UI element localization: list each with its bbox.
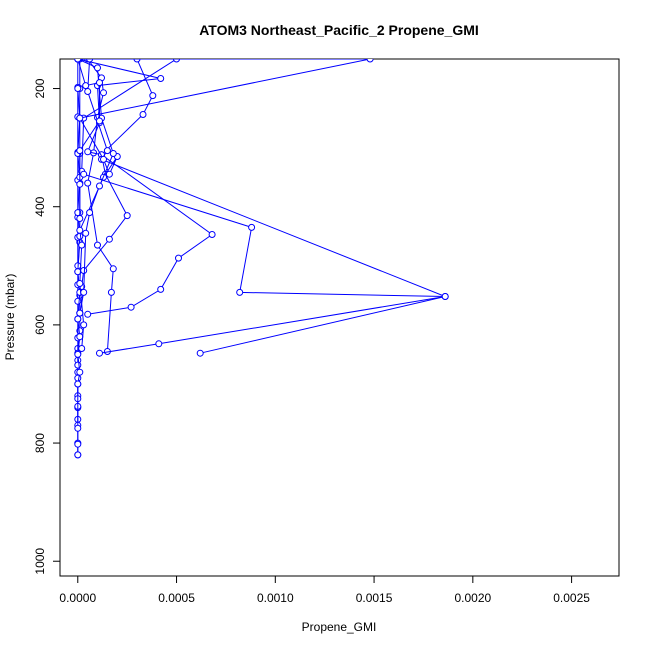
x-tick-label: 0.0020 (454, 591, 491, 605)
data-point (175, 254, 182, 262)
data-point (248, 223, 256, 231)
data-point (76, 368, 84, 376)
data-point (74, 297, 82, 305)
data-point (74, 451, 82, 459)
x-tick-label: 0.0010 (257, 591, 294, 605)
data-point (109, 150, 117, 157)
series-layer (74, 59, 449, 459)
data-point (173, 59, 180, 63)
data-point (123, 212, 131, 220)
data-point (96, 79, 103, 87)
data-point (86, 59, 94, 63)
profile-series (74, 59, 103, 222)
y-tick-label: 800 (33, 433, 47, 453)
data-point (236, 288, 244, 296)
profile-series (84, 59, 449, 357)
data-point (100, 89, 107, 97)
data-point (96, 117, 103, 125)
data-point (86, 209, 94, 217)
data-point (84, 148, 92, 156)
profile-line (81, 59, 154, 287)
data-point (107, 288, 115, 296)
data-point (76, 215, 84, 222)
x-tick-label: 0.0000 (59, 591, 96, 605)
y-tick-label: 600 (33, 315, 47, 335)
data-point (74, 440, 82, 448)
data-point (78, 241, 86, 249)
x-axis-label: Propene_GMI (302, 620, 377, 634)
data-point (84, 88, 92, 95)
data-point (149, 92, 157, 100)
data-point (105, 170, 113, 178)
profile-series (74, 59, 449, 357)
data-point (100, 155, 107, 163)
data-point (94, 64, 101, 72)
profile-line (77, 59, 446, 354)
data-point (84, 310, 92, 318)
data-point (76, 180, 84, 188)
y-tick-label: 1000 (33, 548, 47, 575)
data-point (366, 59, 374, 63)
data-point (76, 114, 84, 122)
data-point (82, 229, 90, 237)
x-tick-label: 0.0025 (553, 591, 590, 605)
data-point (74, 315, 82, 323)
data-point (74, 59, 82, 63)
y-axis: 200 400 600 800 1000 (33, 78, 60, 575)
data-point (76, 309, 84, 317)
x-axis: 0.0000 0.0005 0.0010 0.0015 0.0020 0.0025 (59, 576, 590, 605)
data-point (76, 333, 84, 341)
data-point (157, 285, 165, 293)
y-axis-label: Pressure (mbar) (3, 274, 17, 361)
data-point (80, 288, 88, 296)
x-tick-label: 0.0005 (158, 591, 195, 605)
chart-title: ATOM3 Northeast_Pacific_2 Propene_GMI (199, 22, 479, 38)
data-point (96, 349, 103, 357)
x-tick-label: 0.0015 (356, 591, 393, 605)
data-point (84, 179, 92, 187)
data-point (157, 75, 165, 82)
data-point (441, 293, 449, 300)
data-point (80, 321, 88, 329)
data-point (74, 424, 82, 432)
data-point (82, 82, 90, 90)
y-tick-label: 200 (33, 78, 47, 98)
data-point (109, 265, 117, 273)
data-point (74, 350, 82, 358)
data-point (96, 182, 103, 190)
data-point (74, 85, 82, 92)
data-point (76, 147, 84, 155)
data-point (80, 170, 88, 178)
data-point (133, 59, 141, 63)
data-point (105, 235, 113, 243)
data-point (196, 349, 204, 357)
data-point (155, 340, 163, 348)
data-point (76, 226, 84, 234)
data-point (74, 361, 82, 369)
data-point (139, 111, 147, 118)
profile-line (87, 59, 447, 354)
data-point (78, 345, 86, 352)
data-point (94, 241, 101, 249)
y-tick-label: 400 (33, 196, 47, 216)
data-point (74, 380, 82, 388)
data-point (127, 303, 135, 311)
data-point (208, 231, 216, 238)
data-point (76, 280, 84, 287)
profile-series (74, 59, 374, 352)
data-point (74, 374, 82, 382)
plot-frame (59, 58, 620, 577)
data-point (80, 267, 88, 274)
profile-line (77, 59, 371, 349)
data-point (103, 147, 111, 155)
